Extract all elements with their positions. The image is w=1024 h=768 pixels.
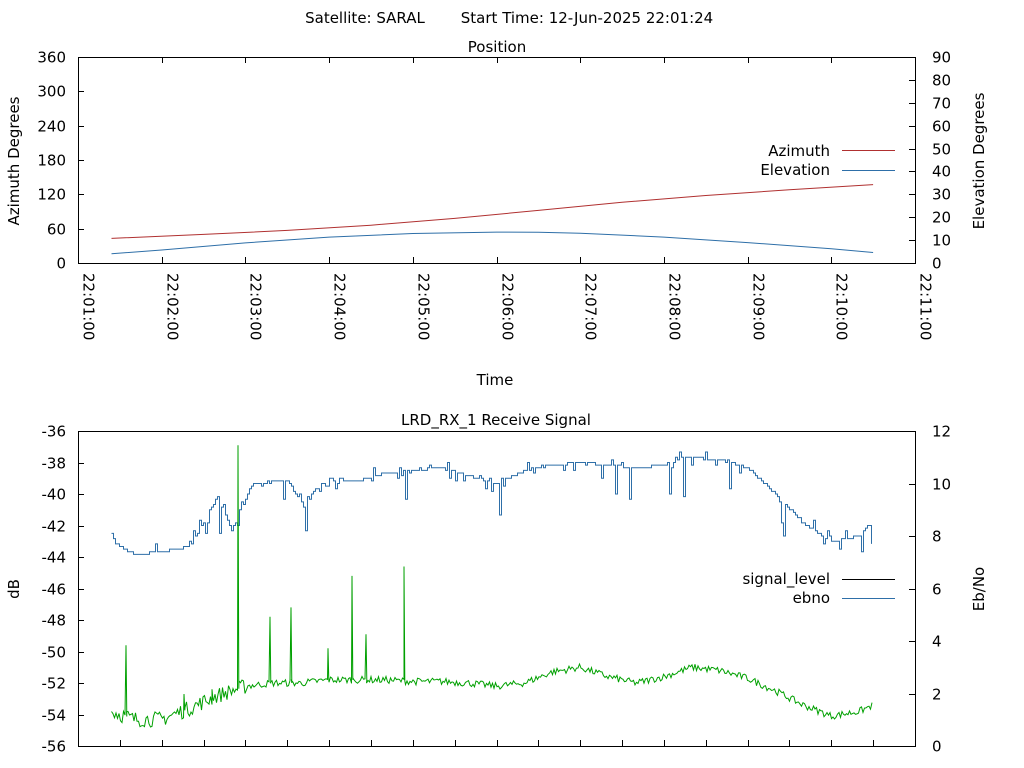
- position-y-tick-label: 360: [37, 49, 66, 67]
- legend-ebno-label: ebno: [793, 589, 830, 607]
- position-x-tick-label: 22:02:00: [164, 273, 182, 340]
- position-y2-tick-label: 10: [932, 232, 951, 250]
- signal-series-trace: [111, 445, 873, 728]
- signal-y-tick-label: -50: [42, 644, 67, 662]
- position-y2-tick-label: 80: [932, 72, 951, 90]
- signal-y-label: dB: [5, 579, 23, 599]
- position-x-tick-label: 22:01:00: [80, 273, 98, 340]
- position-y2-tick-label: 30: [932, 186, 951, 204]
- position-y2-tick-label: 0: [932, 255, 942, 273]
- position-x-tick-label: 22:08:00: [666, 273, 684, 340]
- position-x-tick-label: 22:06:00: [499, 273, 517, 340]
- legend-signal-level-label: signal_level: [742, 570, 830, 589]
- signal-y-tick-label: -56: [42, 738, 67, 756]
- signal-y-tick-label: -46: [42, 581, 67, 599]
- position-y2-tick-label: 90: [932, 49, 951, 67]
- position-ticks: 0 60 120 180 240 300 360 0 10 20 30 40 50 60 70 80 90 22:…: [37, 49, 951, 341]
- signal-y-tick-label: -54: [42, 707, 67, 725]
- signal-series-ebno: [111, 451, 872, 555]
- signal-y2-tick-label: 12: [932, 423, 951, 441]
- position-y-tick-label: 300: [37, 83, 66, 101]
- signal-y2-tick-label: 6: [932, 581, 942, 599]
- position-series-elevation: [111, 231, 874, 255]
- position-y-tick-label: 180: [37, 152, 66, 170]
- signal-y2-tick-label: 8: [932, 528, 942, 546]
- signal-y2-tick-label: 4: [932, 633, 942, 651]
- signal-y-tick-label: -40: [42, 486, 67, 504]
- signal-series: [111, 445, 873, 728]
- position-y2-tick-label: 50: [932, 141, 951, 159]
- position-series: [111, 184, 874, 255]
- position-y-tick-label: 0: [56, 255, 66, 273]
- signal-y-tick-label: -38: [42, 455, 67, 473]
- signal-title: LRD_RX_1 Receive Signal: [401, 411, 591, 430]
- signal-y2-tick-label: 10: [932, 476, 951, 494]
- signal-legend: signal_level ebno: [742, 570, 895, 607]
- position-x-tick-label: 22:11:00: [917, 273, 935, 340]
- signal-y-tick-label: -42: [42, 518, 67, 536]
- position-y2-tick-label: 60: [932, 118, 951, 136]
- position-x-tick-label: 22:09:00: [750, 273, 768, 340]
- position-y-label: Azimuth Degrees: [5, 96, 23, 225]
- position-chart: Position Azimuth Degrees Elevation Degre…: [5, 38, 988, 389]
- position-x-tick-label: 22:07:00: [582, 273, 600, 340]
- legend-elevation-label: Elevation: [760, 161, 830, 179]
- position-y2-tick-label: 20: [932, 209, 951, 227]
- position-y2-tick-label: 70: [932, 95, 951, 113]
- position-y-tick-label: 60: [47, 221, 66, 239]
- position-x-tick-label: 22:03:00: [247, 273, 265, 340]
- signal-chart: LRD_RX_1 Receive Signal dB Eb/No -36-38-…: [5, 411, 988, 756]
- position-x-tick-label: 22:10:00: [833, 273, 851, 340]
- signal-ticks: -36 -38 -40 -42 -44 -46 -48 -50 -52 -54 -56 0 2 4 6 8 10…: [42, 423, 952, 756]
- signal-y2-tick-label: 2: [932, 686, 942, 704]
- signal-y-tick-label: -52: [42, 675, 67, 693]
- signal-y-tick-label: -48: [42, 612, 67, 630]
- position-series-azimuth: [111, 184, 874, 239]
- position-y-tick-label: 120: [37, 186, 66, 204]
- satellite-label: Satellite: SARAL: [305, 9, 425, 27]
- start-time-label: Start Time: 12-Jun-2025 22:01:24: [461, 9, 713, 27]
- position-y2-label: Elevation Degrees: [970, 92, 988, 229]
- position-y-tick-label: 240: [37, 118, 66, 136]
- signal-y2-tick-label: 0: [932, 738, 942, 756]
- position-y2-tick-label: 40: [932, 163, 951, 181]
- legend-azimuth-label: Azimuth: [768, 142, 830, 160]
- position-title: Position: [468, 38, 526, 56]
- signal-y2-label: Eb/No: [970, 567, 988, 611]
- signal-y-tick-label: -44: [42, 549, 67, 567]
- signal-y-tick-label: -36: [42, 423, 67, 441]
- position-x-label: Time: [476, 371, 514, 389]
- position-x-tick-label: 22:05:00: [415, 273, 433, 340]
- position-legend: Azimuth Elevation: [760, 142, 895, 179]
- position-x-tick-label: 22:04:00: [331, 273, 349, 340]
